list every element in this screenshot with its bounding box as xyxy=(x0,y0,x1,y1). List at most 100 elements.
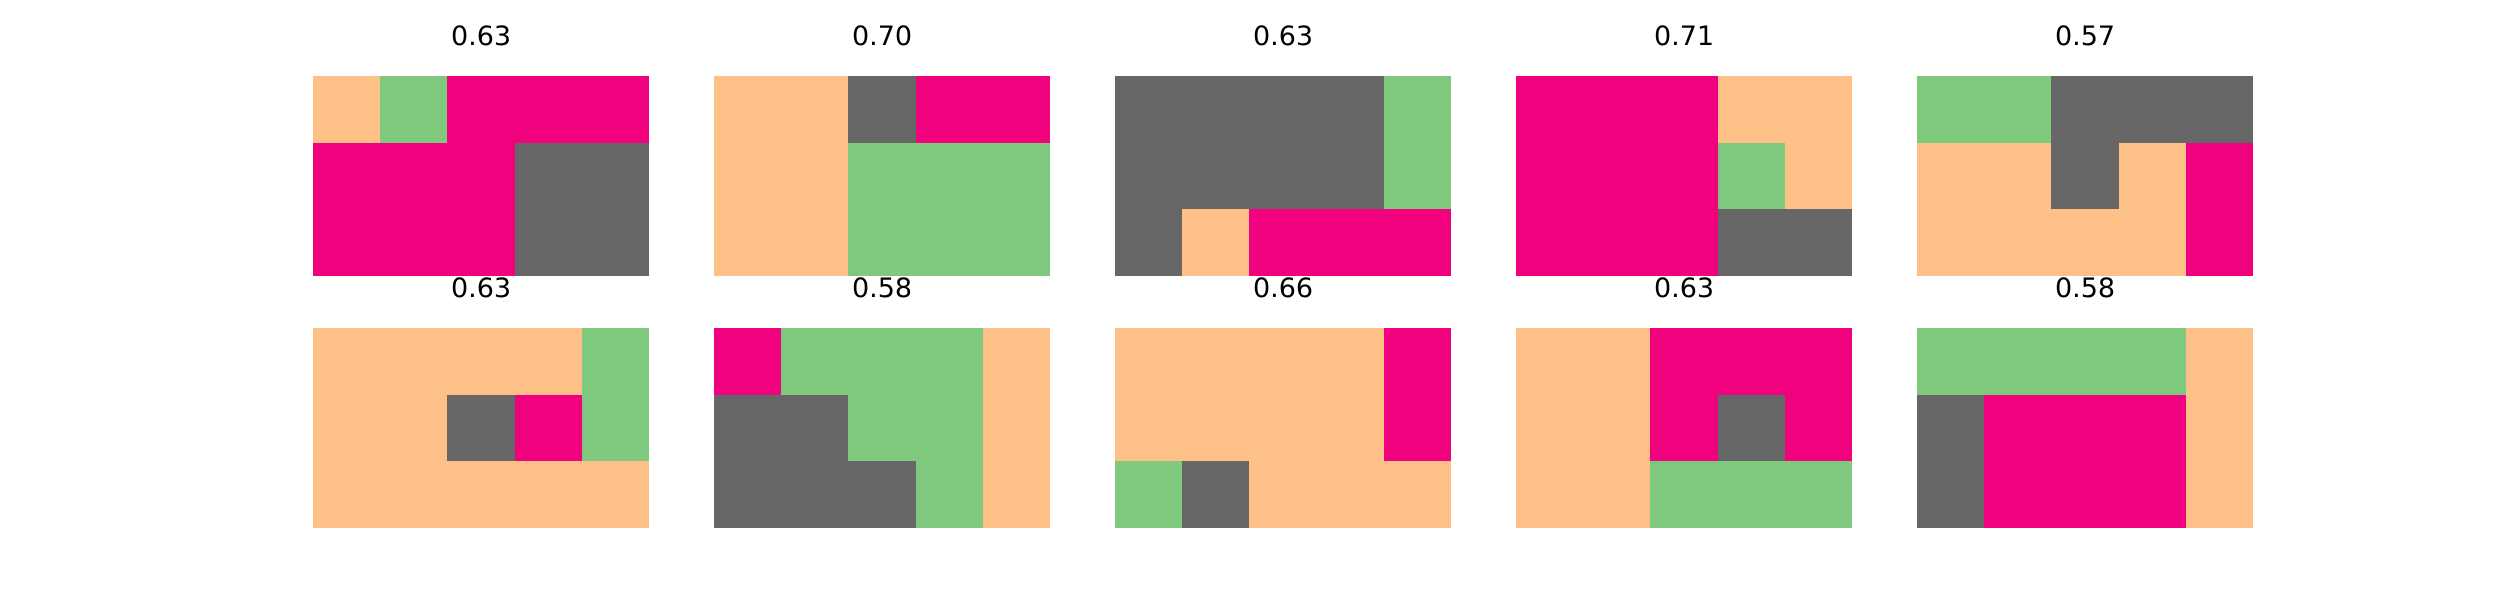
heatmap-cell xyxy=(1784,328,1852,395)
heatmap-cell xyxy=(1583,394,1651,462)
heatmap-cell xyxy=(848,461,916,528)
heatmap-cell xyxy=(1182,461,1250,528)
heatmap-cell xyxy=(915,328,983,395)
heatmap-cell xyxy=(1583,142,1651,210)
heatmap-cell xyxy=(1650,328,1718,395)
heatmap-cell xyxy=(2118,328,2186,395)
heatmap-grid xyxy=(313,76,649,276)
panel-title: 0.58 xyxy=(851,273,913,304)
heatmap-cell xyxy=(1249,461,1317,528)
heatmap-cell xyxy=(2051,142,2119,210)
heatmap-cell xyxy=(1249,142,1317,210)
heatmap-cell xyxy=(514,461,582,528)
heatmap-cell xyxy=(2185,328,2253,395)
heatmap-panel xyxy=(714,328,1050,528)
heatmap-grid xyxy=(1115,328,1451,528)
heatmap-cell xyxy=(313,394,381,462)
heatmap-cell xyxy=(514,76,582,143)
heatmap-panel xyxy=(1516,328,1852,528)
heatmap-cell xyxy=(2051,328,2119,395)
heatmap-cell xyxy=(982,142,1050,210)
heatmap-cell xyxy=(514,328,582,395)
heatmap-cell xyxy=(1583,209,1651,276)
heatmap-cell xyxy=(1984,328,2052,395)
heatmap-cell xyxy=(581,328,649,395)
heatmap-panel xyxy=(1115,328,1451,528)
heatmap-cell xyxy=(1984,142,2052,210)
heatmap-cell xyxy=(1917,461,1985,528)
heatmap-cell xyxy=(313,142,381,210)
heatmap-cell xyxy=(2118,76,2186,143)
panel-title: 0.63 xyxy=(1653,273,1715,304)
heatmap-cell xyxy=(1784,76,1852,143)
heatmap-cell xyxy=(1115,394,1183,462)
heatmap-cell xyxy=(1316,328,1384,395)
heatmap-panel xyxy=(714,76,1050,276)
heatmap-cell xyxy=(1182,142,1250,210)
heatmap-cell xyxy=(1717,76,1785,143)
heatmap-cell xyxy=(447,394,515,462)
heatmap-cell xyxy=(1249,209,1317,276)
heatmap-cell xyxy=(313,461,381,528)
heatmap-cell xyxy=(2051,76,2119,143)
heatmap-panel xyxy=(1516,76,1852,276)
heatmap-cell xyxy=(1316,461,1384,528)
heatmap-grid xyxy=(1917,76,2253,276)
heatmap-cell xyxy=(1516,394,1584,462)
heatmap-cell xyxy=(581,394,649,462)
heatmap-cell xyxy=(848,76,916,143)
heatmap-cell xyxy=(1717,394,1785,462)
heatmap-cell xyxy=(848,394,916,462)
heatmap-cell xyxy=(1984,76,2052,143)
heatmap-grid xyxy=(313,328,649,528)
heatmap-cell xyxy=(1516,461,1584,528)
heatmap-cell xyxy=(714,328,782,395)
heatmap-cell xyxy=(1249,76,1317,143)
heatmap-cell xyxy=(1115,142,1183,210)
heatmap-cell xyxy=(380,461,448,528)
heatmap-panel xyxy=(1917,76,2253,276)
heatmap-cell xyxy=(1182,209,1250,276)
heatmap-cell xyxy=(982,209,1050,276)
heatmap-cell xyxy=(1784,142,1852,210)
panel-title: 0.57 xyxy=(2054,21,2116,52)
heatmap-cell xyxy=(2051,461,2119,528)
heatmap-grid xyxy=(714,328,1050,528)
heatmap-cell xyxy=(1383,209,1451,276)
heatmap-cell xyxy=(447,76,515,143)
panel-title: 0.58 xyxy=(2054,273,2116,304)
heatmap-cell xyxy=(514,394,582,462)
heatmap-cell xyxy=(915,142,983,210)
heatmap-cell xyxy=(1249,394,1317,462)
panel-title: 0.71 xyxy=(1653,21,1715,52)
heatmap-cell xyxy=(1917,142,1985,210)
heatmap-cell xyxy=(1984,209,2052,276)
heatmap-cell xyxy=(781,461,849,528)
heatmap-cell xyxy=(781,142,849,210)
heatmap-cell xyxy=(781,76,849,143)
heatmap-cell xyxy=(1316,209,1384,276)
heatmap-cell xyxy=(1984,461,2052,528)
heatmap-cell xyxy=(581,209,649,276)
heatmap-cell xyxy=(1316,142,1384,210)
heatmap-cell xyxy=(447,209,515,276)
heatmap-cell xyxy=(714,394,782,462)
heatmap-cell xyxy=(714,461,782,528)
heatmap-cell xyxy=(1917,328,1985,395)
heatmap-panel xyxy=(1917,328,2253,528)
heatmap-cell xyxy=(2051,209,2119,276)
heatmap-cell xyxy=(1650,461,1718,528)
heatmap-cell xyxy=(380,142,448,210)
heatmap-cell xyxy=(447,328,515,395)
heatmap-cell xyxy=(1383,142,1451,210)
heatmap-cell xyxy=(1516,76,1584,143)
heatmap-grid xyxy=(1516,328,1852,528)
heatmap-cell xyxy=(1583,328,1651,395)
heatmap-cell xyxy=(1784,394,1852,462)
heatmap-cell xyxy=(915,394,983,462)
heatmap-cell xyxy=(1717,461,1785,528)
panel-title: 0.70 xyxy=(851,21,913,52)
heatmap-grid xyxy=(1115,76,1451,276)
panel-title: 0.63 xyxy=(1252,21,1314,52)
